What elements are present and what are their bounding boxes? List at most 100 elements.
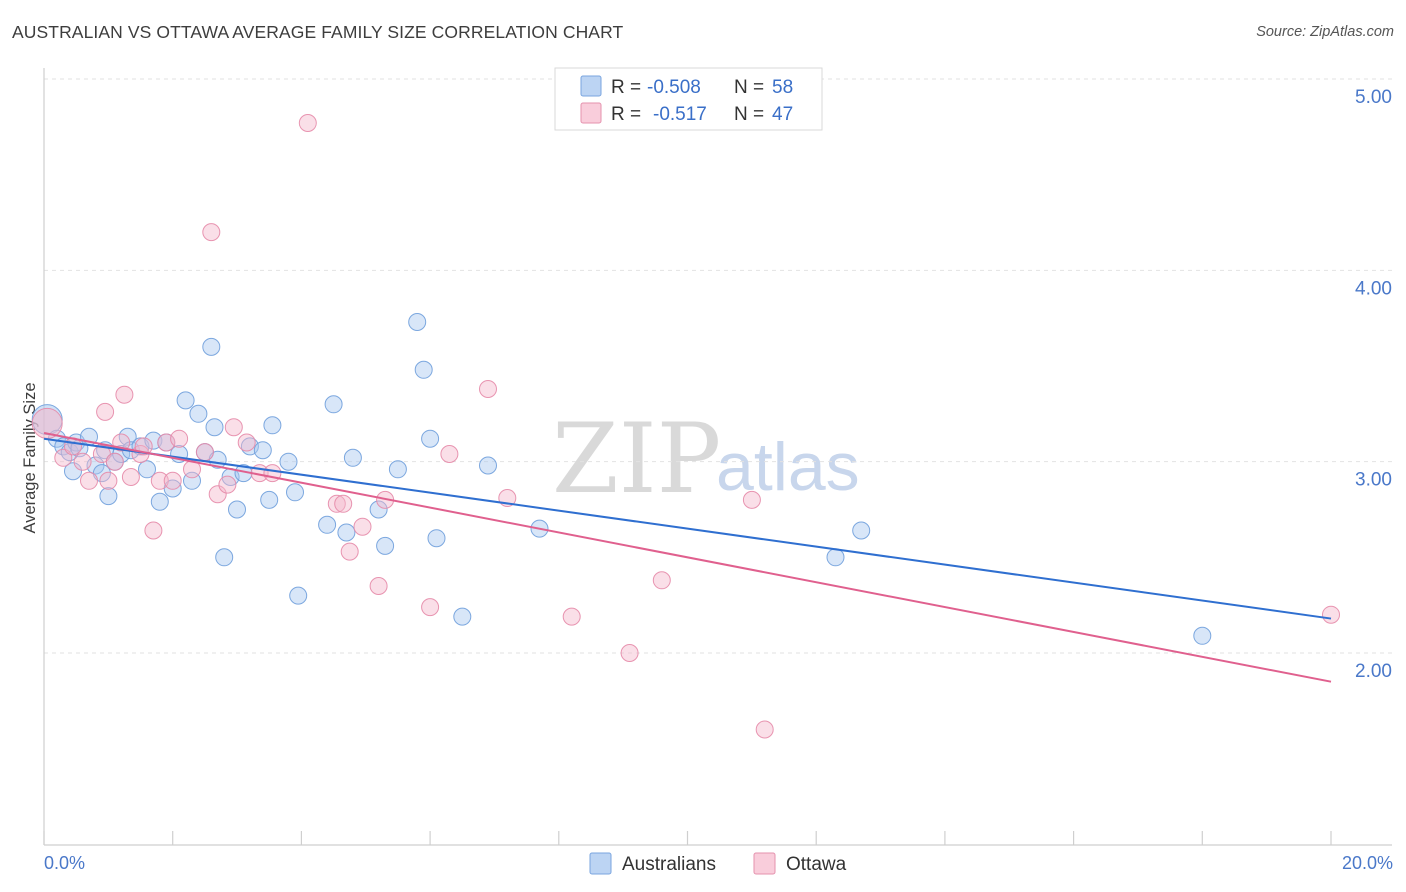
- australians-point: [176, 391, 195, 410]
- australians-point: [388, 460, 407, 479]
- australians-point: [286, 483, 304, 502]
- ottawa-point: [208, 485, 227, 504]
- australians-point: [215, 548, 234, 567]
- watermark-zip: ZIP: [552, 403, 721, 515]
- australians-point: [228, 500, 246, 519]
- trend-lines: [43, 431, 1332, 683]
- ottawa-point: [369, 577, 388, 595]
- australians-point: [343, 448, 362, 467]
- chart-title: AUSTRALIAN VS OTTAWA AVERAGE FAMILY SIZE…: [12, 22, 624, 42]
- ottawa-point: [298, 114, 317, 132]
- ottawa-point: [105, 452, 124, 471]
- y-tick-label: 3.00: [1355, 470, 1392, 491]
- ottawa-point: [327, 494, 346, 513]
- ottawa-point: [562, 607, 581, 626]
- australians-point: [138, 460, 156, 479]
- legend-n-value-2: 47: [772, 104, 793, 125]
- series-legend: Australians Ottawa: [589, 852, 847, 875]
- ottawa-point: [224, 418, 243, 437]
- ottawa-point: [479, 380, 497, 398]
- australians-point: [279, 452, 298, 471]
- australians-point: [479, 456, 497, 475]
- legend-r-value-2: -0.517: [653, 104, 707, 125]
- ottawa-point: [353, 517, 372, 536]
- ottawa-trend-line: [43, 431, 1332, 683]
- ottawa-point: [195, 443, 214, 462]
- legend-swatch-australians: [580, 75, 602, 97]
- australians-point: [318, 515, 337, 534]
- y-tick-label: 2.00: [1355, 661, 1392, 682]
- australians-point: [205, 418, 224, 437]
- australians-point: [150, 492, 169, 511]
- australians-point: [408, 313, 427, 331]
- ottawa-point: [237, 433, 256, 452]
- australians-point: [427, 529, 446, 548]
- ottawa-point: [742, 490, 761, 509]
- axes: [43, 68, 1392, 846]
- australians-point: [369, 500, 388, 519]
- australians-point: [324, 395, 343, 414]
- ottawa-point: [80, 471, 98, 490]
- bottom-legend-label-australians: Australians: [622, 854, 716, 875]
- australians-trend-line: [43, 437, 1332, 620]
- ottawa-point: [218, 475, 237, 494]
- legend-n-value-1: 58: [772, 77, 793, 98]
- australians-point: [852, 521, 871, 540]
- y-axis-label: Average Family Size: [21, 382, 39, 533]
- australians-point: [414, 360, 433, 379]
- legend-n-label-2: N =: [734, 104, 764, 125]
- watermark-atlas: atlas: [716, 429, 860, 505]
- ottawa-point: [170, 429, 189, 448]
- ottawa-point: [150, 471, 169, 490]
- correlation-legend: R = -0.508 N = 58 R = -0.517 N = 47: [554, 67, 823, 131]
- ottawa-point: [202, 223, 221, 242]
- ottawa-point: [334, 494, 353, 513]
- ottawa-point: [652, 571, 671, 590]
- australians-point: [453, 607, 472, 626]
- x-tick-label: 20.0%: [1342, 853, 1393, 873]
- australians-point: [189, 404, 208, 423]
- australians-point: [260, 490, 279, 509]
- grid-lines: [44, 78, 1392, 654]
- ottawa-point: [1322, 605, 1340, 624]
- y-tick-labels: 2.00 3.00 4.00 5.00: [1355, 87, 1392, 682]
- australians-point: [826, 548, 845, 567]
- australians-point: [253, 441, 272, 460]
- legend-r-value-1: -0.508: [647, 77, 701, 98]
- ottawa-point: [121, 468, 140, 486]
- legend-swatch-ottawa: [580, 102, 602, 124]
- ottawa-point: [620, 644, 639, 662]
- bottom-legend-label-ottawa: Ottawa: [786, 854, 847, 875]
- legend-r-label-1: R =: [611, 77, 641, 98]
- ottawa-point: [96, 402, 115, 421]
- ottawa-point: [115, 385, 134, 404]
- ottawa-point: [440, 445, 459, 463]
- australians-point: [263, 416, 282, 435]
- bottom-legend-swatch-ottawa: [753, 852, 776, 875]
- ottawa-point: [163, 471, 182, 490]
- ottawa-point: [73, 452, 92, 471]
- legend-r-label-2: R =: [611, 104, 641, 125]
- ottawa-point: [340, 542, 359, 561]
- ottawa-point: [144, 521, 163, 540]
- australians-point: [99, 487, 118, 506]
- australians-point: [376, 536, 395, 555]
- bottom-legend-swatch-australians: [589, 852, 612, 875]
- australians-point: [289, 586, 308, 605]
- australians-point: [1193, 626, 1212, 645]
- y-tick-label: 4.00: [1355, 278, 1392, 299]
- x-tick-label: 0.0%: [44, 853, 85, 873]
- watermark: ZIP atlas: [552, 403, 860, 515]
- source-credit: Source: ZipAtlas.com: [1256, 24, 1394, 40]
- x-tick-labels: 0.0% 20.0%: [44, 853, 1393, 873]
- ottawa-point: [755, 720, 774, 739]
- legend-n-label-1: N =: [734, 77, 764, 98]
- y-tick-label: 5.00: [1355, 87, 1392, 108]
- ottawa-point: [99, 471, 118, 490]
- australians-point: [202, 337, 221, 356]
- australians-point: [337, 523, 356, 542]
- australians-point: [64, 462, 82, 481]
- australians-point: [421, 429, 440, 448]
- ottawa-point: [421, 598, 440, 617]
